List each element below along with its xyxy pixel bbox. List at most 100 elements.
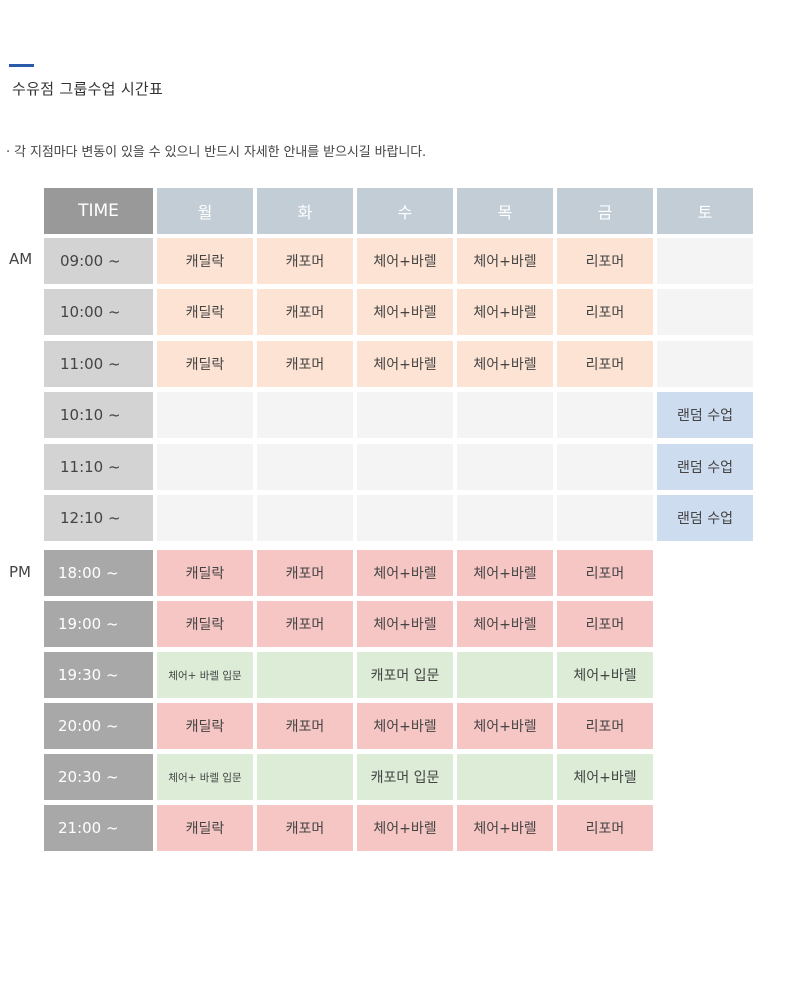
class-cell: 캐포머: [257, 340, 353, 387]
class-cell: 캐딜락: [157, 238, 253, 284]
am-row: 10:00 ~ 캐딜락 캐포머 체어+바렐 체어+바렐 리포머: [44, 289, 753, 336]
class-cell: 체어+바렐: [457, 805, 553, 851]
time-cell: 21:00 ~: [44, 805, 153, 851]
time-cell: 19:30 ~: [44, 652, 153, 698]
empty-cell: [257, 495, 353, 541]
empty-cell: [657, 550, 753, 596]
class-cell: 랜덤 수업: [657, 495, 753, 541]
class-cell: 캐딜락: [157, 289, 253, 336]
am-row: 11:00 ~ 캐딜락 캐포머 체어+바렐 체어+바렐 리포머: [44, 340, 753, 387]
empty-cell: [157, 392, 253, 439]
empty-cell: [157, 443, 253, 490]
class-cell: 리포머: [557, 238, 653, 284]
class-cell: 캐딜락: [157, 805, 253, 851]
pm-row: 20:30 ~ 체어+ 바렐 입문 캐포머 입문 체어+바렐: [44, 754, 753, 800]
empty-cell: [457, 495, 553, 541]
header-day: 토: [657, 188, 753, 234]
time-cell: 18:00 ~: [44, 550, 153, 596]
class-cell: 캐포머 입문: [357, 754, 453, 800]
empty-cell: [657, 754, 753, 800]
pm-label: PM: [9, 563, 31, 581]
class-cell: 리포머: [557, 289, 653, 336]
class-cell: 체어+바렐: [357, 601, 453, 647]
class-cell: 체어+바렐: [357, 805, 453, 851]
class-cell: 체어+바렐: [557, 754, 653, 800]
class-cell: 체어+바렐: [457, 238, 553, 284]
empty-cell: [257, 652, 353, 698]
am-label: AM: [9, 250, 33, 268]
empty-cell: [457, 392, 553, 439]
pm-row: 20:00 ~ 캐딜락 캐포머 체어+바렐 체어+바렐 리포머: [44, 703, 753, 749]
empty-cell: [457, 443, 553, 490]
empty-cell: [657, 652, 753, 698]
empty-cell: [557, 495, 653, 541]
class-cell: 체어+바렐: [457, 289, 553, 336]
class-cell: 체어+바렐: [357, 289, 453, 336]
class-cell: 캐딜락: [157, 340, 253, 387]
empty-cell: [357, 443, 453, 490]
class-cell: 캐딜락: [157, 703, 253, 749]
time-cell: 19:00 ~: [44, 601, 153, 647]
class-cell: 체어+바렐: [357, 703, 453, 749]
header-row: TIME 월 화 수 목 금 토: [44, 188, 753, 234]
header-day: 월: [157, 188, 253, 234]
time-cell: 11:00 ~: [44, 340, 153, 387]
class-cell: 리포머: [557, 550, 653, 596]
class-cell: 캐포머: [257, 289, 353, 336]
empty-cell: [457, 652, 553, 698]
empty-cell: [557, 392, 653, 439]
time-cell: 11:10 ~: [44, 443, 153, 490]
time-cell: 10:10 ~: [44, 392, 153, 439]
empty-cell: [657, 601, 753, 647]
class-cell: 리포머: [557, 703, 653, 749]
class-cell: 체어+바렐: [357, 340, 453, 387]
header-day: 목: [457, 188, 553, 234]
empty-cell: [657, 289, 753, 336]
class-cell: 체어+바렐: [357, 550, 453, 596]
empty-cell: [357, 392, 453, 439]
class-cell: 체어+바렐: [457, 601, 553, 647]
class-cell: 랜덤 수업: [657, 392, 753, 439]
am-row: 12:10 ~ 랜덤 수업: [44, 495, 753, 541]
class-cell: 캐딜락: [157, 550, 253, 596]
empty-cell: [657, 238, 753, 284]
class-cell: 리포머: [557, 601, 653, 647]
class-cell: 체어+ 바렐 입문: [157, 754, 253, 800]
class-cell: 캐포머 입문: [357, 652, 453, 698]
class-cell: 체어+바렐: [457, 550, 553, 596]
header-time: TIME: [44, 188, 153, 234]
pm-row: 19:30 ~ 체어+ 바렐 입문 캐포머 입문 체어+바렐: [44, 652, 753, 698]
time-cell: 12:10 ~: [44, 495, 153, 541]
class-cell: 캐포머: [257, 805, 353, 851]
am-row: 11:10 ~ 랜덤 수업: [44, 443, 753, 490]
pm-row: 19:00 ~ 캐딜락 캐포머 체어+바렐 체어+바렐 리포머: [44, 601, 753, 647]
class-cell: 캐딜락: [157, 601, 253, 647]
class-cell: 체어+바렐: [557, 652, 653, 698]
class-cell: 리포머: [557, 340, 653, 387]
empty-cell: [457, 754, 553, 800]
class-cell: 캐포머: [257, 703, 353, 749]
header-day: 수: [357, 188, 453, 234]
time-cell: 09:00 ~: [44, 238, 153, 284]
class-cell: 캐포머: [257, 238, 353, 284]
empty-cell: [657, 703, 753, 749]
time-cell: 20:00 ~: [44, 703, 153, 749]
class-cell: 캐포머: [257, 601, 353, 647]
class-cell: 체어+바렐: [457, 703, 553, 749]
header-day: 화: [257, 188, 353, 234]
empty-cell: [157, 495, 253, 541]
empty-cell: [357, 495, 453, 541]
class-cell: 체어+ 바렐 입문: [157, 652, 253, 698]
time-cell: 10:00 ~: [44, 289, 153, 336]
empty-cell: [257, 392, 353, 439]
am-row: 10:10 ~ 랜덤 수업: [44, 392, 753, 439]
class-cell: 캐포머: [257, 550, 353, 596]
pm-row: 21:00 ~ 캐딜락 캐포머 체어+바렐 체어+바렐 리포머: [44, 805, 753, 851]
notice-text: · 각 지점마다 변동이 있을 수 있으니 반드시 자세한 안내를 받으시길 바…: [6, 145, 427, 160]
class-cell: 랜덤 수업: [657, 443, 753, 490]
empty-cell: [657, 340, 753, 387]
empty-cell: [257, 443, 353, 490]
class-cell: 체어+바렐: [357, 238, 453, 284]
class-cell: 체어+바렐: [457, 340, 553, 387]
class-cell: 리포머: [557, 805, 653, 851]
